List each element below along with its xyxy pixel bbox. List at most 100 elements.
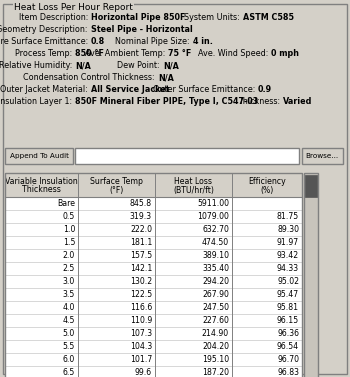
Text: 247.50: 247.50 bbox=[202, 303, 229, 312]
FancyBboxPatch shape bbox=[302, 148, 343, 164]
Text: 6.5: 6.5 bbox=[63, 368, 75, 377]
Text: Surface Temp: Surface Temp bbox=[90, 176, 143, 185]
Text: 95.81: 95.81 bbox=[277, 303, 299, 312]
Text: Insulation Layer 1:: Insulation Layer 1: bbox=[0, 98, 72, 106]
Text: 122.5: 122.5 bbox=[130, 290, 152, 299]
Text: Ave. Ambient Temp:: Ave. Ambient Temp: bbox=[85, 49, 165, 58]
Text: Thickness: Thickness bbox=[22, 185, 61, 195]
FancyBboxPatch shape bbox=[5, 236, 302, 249]
Text: 81.75: 81.75 bbox=[277, 212, 299, 221]
Text: 91.97: 91.97 bbox=[277, 238, 299, 247]
FancyBboxPatch shape bbox=[5, 327, 302, 340]
Text: 1079.00: 1079.00 bbox=[197, 212, 229, 221]
Text: Item Description:: Item Description: bbox=[19, 14, 88, 23]
Text: ASTM C585: ASTM C585 bbox=[243, 14, 294, 23]
Text: 0 mph: 0 mph bbox=[271, 49, 299, 58]
Text: (°F): (°F) bbox=[109, 185, 124, 195]
Text: 4.0: 4.0 bbox=[63, 303, 75, 312]
Text: 96.15: 96.15 bbox=[277, 316, 299, 325]
FancyBboxPatch shape bbox=[5, 314, 302, 327]
Text: 2.5: 2.5 bbox=[63, 264, 75, 273]
Text: 0.8: 0.8 bbox=[91, 37, 105, 46]
Text: 4 in.: 4 in. bbox=[193, 37, 213, 46]
Text: Condensation Control Thickness:: Condensation Control Thickness: bbox=[23, 74, 155, 83]
Text: 96.70: 96.70 bbox=[277, 355, 299, 364]
FancyBboxPatch shape bbox=[5, 210, 302, 223]
Text: 5.5: 5.5 bbox=[63, 342, 75, 351]
Text: 5911.00: 5911.00 bbox=[197, 199, 229, 208]
Text: 850F Mineral Fiber PIPE, Type I, C547-03: 850F Mineral Fiber PIPE, Type I, C547-03 bbox=[75, 98, 258, 106]
Text: 181.1: 181.1 bbox=[130, 238, 152, 247]
Text: 204.20: 204.20 bbox=[202, 342, 229, 351]
Text: Geometry Description:: Geometry Description: bbox=[0, 26, 88, 35]
Text: Heat Loss: Heat Loss bbox=[175, 176, 212, 185]
Text: 845.8: 845.8 bbox=[130, 199, 152, 208]
Text: 319.3: 319.3 bbox=[130, 212, 152, 221]
FancyBboxPatch shape bbox=[5, 340, 302, 353]
Text: 2.0: 2.0 bbox=[63, 251, 75, 260]
FancyBboxPatch shape bbox=[5, 275, 302, 288]
Text: All Service Jacket: All Service Jacket bbox=[91, 86, 169, 95]
Text: 4.5: 4.5 bbox=[63, 316, 75, 325]
Text: Nominal Pipe Size:: Nominal Pipe Size: bbox=[116, 37, 190, 46]
Text: Bare Surface Emittance:: Bare Surface Emittance: bbox=[0, 37, 88, 46]
FancyBboxPatch shape bbox=[5, 223, 302, 236]
Text: 75 °F: 75 °F bbox=[168, 49, 191, 58]
Text: 389.10: 389.10 bbox=[202, 251, 229, 260]
Text: 89.30: 89.30 bbox=[277, 225, 299, 234]
Text: 96.83: 96.83 bbox=[277, 368, 299, 377]
Text: 0.5: 0.5 bbox=[63, 212, 75, 221]
Text: 99.6: 99.6 bbox=[135, 368, 152, 377]
FancyBboxPatch shape bbox=[304, 173, 318, 377]
Text: 1.5: 1.5 bbox=[63, 238, 75, 247]
Text: 187.20: 187.20 bbox=[202, 368, 229, 377]
Text: 95.02: 95.02 bbox=[277, 277, 299, 286]
FancyBboxPatch shape bbox=[305, 175, 317, 197]
FancyBboxPatch shape bbox=[5, 366, 302, 377]
Text: Bare: Bare bbox=[57, 199, 75, 208]
Text: 267.90: 267.90 bbox=[202, 290, 229, 299]
FancyBboxPatch shape bbox=[3, 4, 347, 374]
Text: Dew Point:: Dew Point: bbox=[117, 61, 160, 70]
FancyBboxPatch shape bbox=[5, 148, 73, 164]
Text: (%): (%) bbox=[260, 185, 274, 195]
FancyBboxPatch shape bbox=[5, 173, 302, 197]
Text: Efficiency: Efficiency bbox=[248, 176, 286, 185]
Text: 95.47: 95.47 bbox=[277, 290, 299, 299]
Text: Outer Surface Emittance:: Outer Surface Emittance: bbox=[153, 86, 255, 95]
Text: 93.42: 93.42 bbox=[277, 251, 299, 260]
Text: 850 °F: 850 °F bbox=[75, 49, 104, 58]
Text: 3.5: 3.5 bbox=[63, 290, 75, 299]
Text: Append To Audit: Append To Audit bbox=[9, 153, 69, 159]
Text: 227.60: 227.60 bbox=[202, 316, 229, 325]
Text: 142.1: 142.1 bbox=[130, 264, 152, 273]
Text: 3.0: 3.0 bbox=[63, 277, 75, 286]
Text: 0.9: 0.9 bbox=[258, 86, 272, 95]
Text: 294.20: 294.20 bbox=[202, 277, 229, 286]
FancyBboxPatch shape bbox=[5, 353, 302, 366]
Text: Heat Loss Per Hour Report: Heat Loss Per Hour Report bbox=[14, 3, 133, 12]
Text: 1.0: 1.0 bbox=[63, 225, 75, 234]
Text: N/A: N/A bbox=[75, 61, 91, 70]
FancyBboxPatch shape bbox=[5, 249, 302, 262]
Text: Outer Jacket Material:: Outer Jacket Material: bbox=[0, 86, 88, 95]
Text: 474.50: 474.50 bbox=[202, 238, 229, 247]
Text: Ave. Wind Speed:: Ave. Wind Speed: bbox=[198, 49, 268, 58]
Text: 96.54: 96.54 bbox=[277, 342, 299, 351]
Text: Browse...: Browse... bbox=[306, 153, 338, 159]
Text: Process Temp:: Process Temp: bbox=[15, 49, 72, 58]
Text: 101.7: 101.7 bbox=[130, 355, 152, 364]
Text: 195.10: 195.10 bbox=[202, 355, 229, 364]
Text: 222.0: 222.0 bbox=[130, 225, 152, 234]
FancyBboxPatch shape bbox=[75, 148, 299, 164]
FancyBboxPatch shape bbox=[5, 301, 302, 314]
Text: 157.5: 157.5 bbox=[130, 251, 152, 260]
Text: 94.33: 94.33 bbox=[277, 264, 299, 273]
Text: Steel Pipe - Horizontal: Steel Pipe - Horizontal bbox=[91, 26, 193, 35]
Text: Horizontal Pipe 850F: Horizontal Pipe 850F bbox=[91, 14, 186, 23]
Text: (BTU/hr/ft): (BTU/hr/ft) bbox=[173, 185, 214, 195]
Text: 632.70: 632.70 bbox=[202, 225, 229, 234]
FancyBboxPatch shape bbox=[5, 197, 302, 210]
FancyBboxPatch shape bbox=[5, 288, 302, 301]
Text: 6.0: 6.0 bbox=[63, 355, 75, 364]
